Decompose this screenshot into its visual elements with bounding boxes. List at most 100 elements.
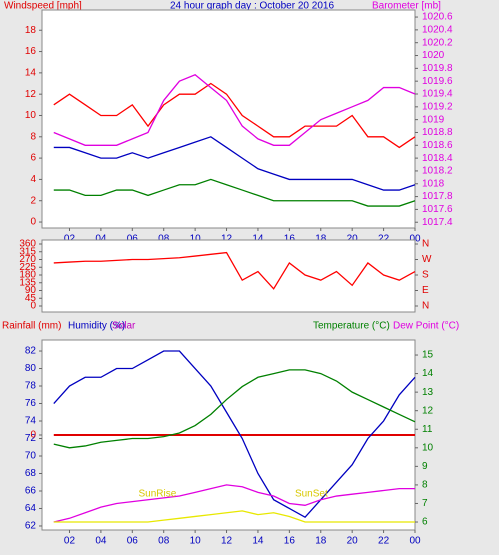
y2-tick-label: N [422,239,429,250]
y-tick-label: 74 [25,416,37,427]
y2-tick-label: 1019.6 [422,76,453,87]
x-tick-label: 00 [409,536,421,547]
y-tick-label: 16 [25,46,37,57]
y-tick-label: 76 [25,398,37,409]
y2-tick-label: 12 [422,405,434,416]
axis-label: Humidity (%) [68,321,125,332]
y-tick-label: 135 [19,277,36,288]
y2-tick-label: 9 [422,461,428,472]
y2-tick-label: 1018.8 [422,127,453,138]
y-tick-label: 66 [25,486,37,497]
y3-tick-label: 0 [30,430,36,441]
series-line [53,82,416,149]
series-line [53,251,416,290]
x-tick-label: 02 [64,234,76,245]
x-tick-label: 18 [315,234,327,245]
axis-label: Windspeed [mph] [4,1,82,12]
x-tick-label: 12 [221,536,233,547]
y-tick-label: 8 [30,131,36,142]
y2-tick-label: 6 [422,517,428,528]
y-tick-label: 82 [25,346,37,357]
y-tick-label: 68 [25,468,37,479]
y-tick-label: 6 [30,153,36,164]
y2-tick-label: 1020 [422,50,445,61]
y2-tick-label: 1020.4 [422,25,453,36]
y-tick-label: 64 [25,503,37,514]
series-line [53,74,416,146]
y2-tick-label: 1019 [422,114,445,125]
x-tick-label: 18 [315,536,327,547]
plot-area [41,239,416,313]
annotation: SunSet [295,489,328,500]
y-tick-label: 14 [25,68,37,79]
y-tick-label: 72 [25,433,37,444]
axis-label: Barometer [mb] [372,1,441,12]
x-tick-label: 20 [347,234,359,245]
x-tick-label: 22 [378,536,390,547]
y-tick-label: 225 [19,262,36,273]
y2-tick-label: 14 [422,368,434,379]
x-tick-label: 10 [190,234,202,245]
series-line [53,484,415,523]
y-tick-label: 4 [30,174,36,185]
annotation: SunRise [139,489,177,500]
x-tick-label: 04 [95,234,107,245]
y2-tick-label: 1020.2 [422,37,453,48]
x-tick-label: 08 [158,234,170,245]
y2-tick-label: 1020.6 [422,12,453,23]
y2-tick-label: S [422,270,429,281]
y-tick-label: 45 [25,293,37,304]
x-tick-label: 02 [64,536,76,547]
axis-label: Dew Point (°C) [393,321,459,332]
y2-tick-label: 1018.2 [422,166,453,177]
x-tick-label: 08 [158,536,170,547]
y2-tick-label: W [422,254,432,265]
series-line [53,136,416,191]
y2-tick-label: 1018.6 [422,140,453,151]
y-tick-label: 360 [19,239,36,250]
series-line [53,350,416,519]
y2-tick-label: 1019.2 [422,101,453,112]
y2-tick-label: 15 [422,350,434,361]
x-tick-label: 16 [284,536,296,547]
x-tick-label: 22 [378,234,390,245]
y2-tick-label: 11 [422,424,433,435]
plot-area [41,9,416,229]
y-tick-label: 70 [25,451,37,462]
series-line [53,178,416,207]
y2-tick-label: 13 [422,387,434,398]
y-tick-label: 18 [25,25,37,36]
y-tick-label: 10 [25,110,37,121]
y2-tick-label: N [422,301,429,312]
x-tick-label: 06 [127,536,139,547]
axis-label: Rainfall (mm) [2,321,61,332]
x-tick-label: 14 [252,536,264,547]
y-tick-label: 2 [30,195,36,206]
x-tick-label: 00 [409,234,421,245]
axis-label: Temperature (°C) [313,321,390,332]
x-tick-label: 04 [95,536,107,547]
y2-tick-label: 1018.4 [422,153,453,164]
y2-tick-label: 1019.4 [422,89,453,100]
x-tick-label: 06 [127,234,139,245]
series-line [53,369,416,449]
y2-tick-label: 1019.8 [422,63,453,74]
y2-tick-label: 1017.6 [422,204,453,215]
x-tick-label: 16 [284,234,296,245]
y-tick-label: 62 [25,521,37,532]
chart-title: 24 hour graph day : October 20 2016 [170,1,334,12]
y-tick-label: 78 [25,381,37,392]
y-tick-label: 90 [25,285,37,296]
y-tick-label: 270 [19,254,36,265]
y-tick-label: 12 [25,89,37,100]
y-tick-label: 0 [30,301,36,312]
x-tick-label: 14 [252,234,264,245]
x-tick-label: 12 [221,234,233,245]
y2-tick-label: 10 [422,442,434,453]
y2-tick-label: 8 [422,480,428,491]
y-tick-label: 180 [19,270,36,281]
y2-tick-label: E [422,285,429,296]
axis-label: Solar [112,321,136,332]
y-tick-label: 80 [25,363,37,374]
